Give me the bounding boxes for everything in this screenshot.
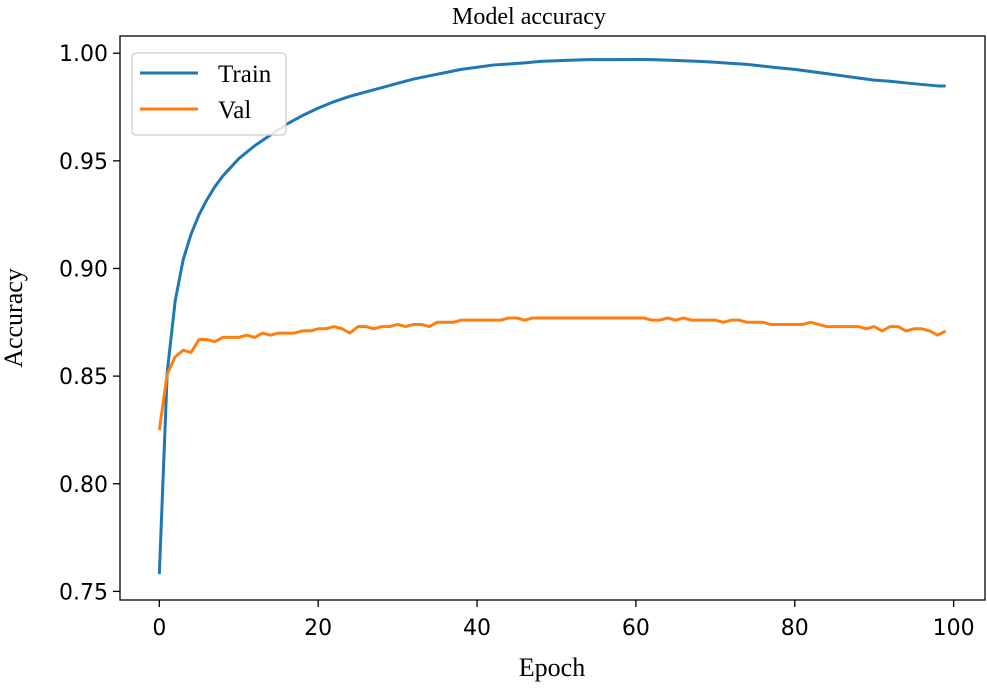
y-axis-ticks: 0.75 0.80 0.85 0.90 0.95 1.00 bbox=[59, 42, 120, 605]
x-tick-label: 0 bbox=[152, 616, 166, 641]
series-line-val bbox=[157, 316, 947, 431]
x-axis-label: Epoch bbox=[519, 653, 585, 682]
x-tick-label: 60 bbox=[622, 616, 650, 641]
y-tick-label: 0.75 bbox=[59, 580, 108, 605]
y-tick-label: 0.85 bbox=[59, 365, 108, 390]
x-tick-label: 20 bbox=[304, 616, 332, 641]
x-tick-label: 80 bbox=[781, 616, 809, 641]
plot-frame bbox=[119, 35, 986, 601]
chart-title: Model accuracy bbox=[452, 4, 606, 30]
x-tick-label: 100 bbox=[933, 616, 975, 641]
y-tick-label: 1.00 bbox=[59, 42, 108, 67]
y-tick-label: 0.95 bbox=[59, 150, 108, 175]
y-tick-label: 0.80 bbox=[59, 473, 108, 498]
y-tick-label: 0.90 bbox=[59, 257, 108, 282]
series-layer bbox=[157, 57, 947, 575]
x-axis-ticks: 0 20 40 60 80 100 bbox=[152, 600, 975, 641]
legend: Train Val bbox=[131, 52, 287, 136]
legend-label-train: Train bbox=[218, 61, 272, 88]
legend-label-val: Val bbox=[218, 97, 251, 124]
series-line-train bbox=[157, 57, 946, 575]
x-tick-label: 40 bbox=[463, 616, 491, 641]
y-axis-label: Accuracy bbox=[0, 268, 28, 368]
